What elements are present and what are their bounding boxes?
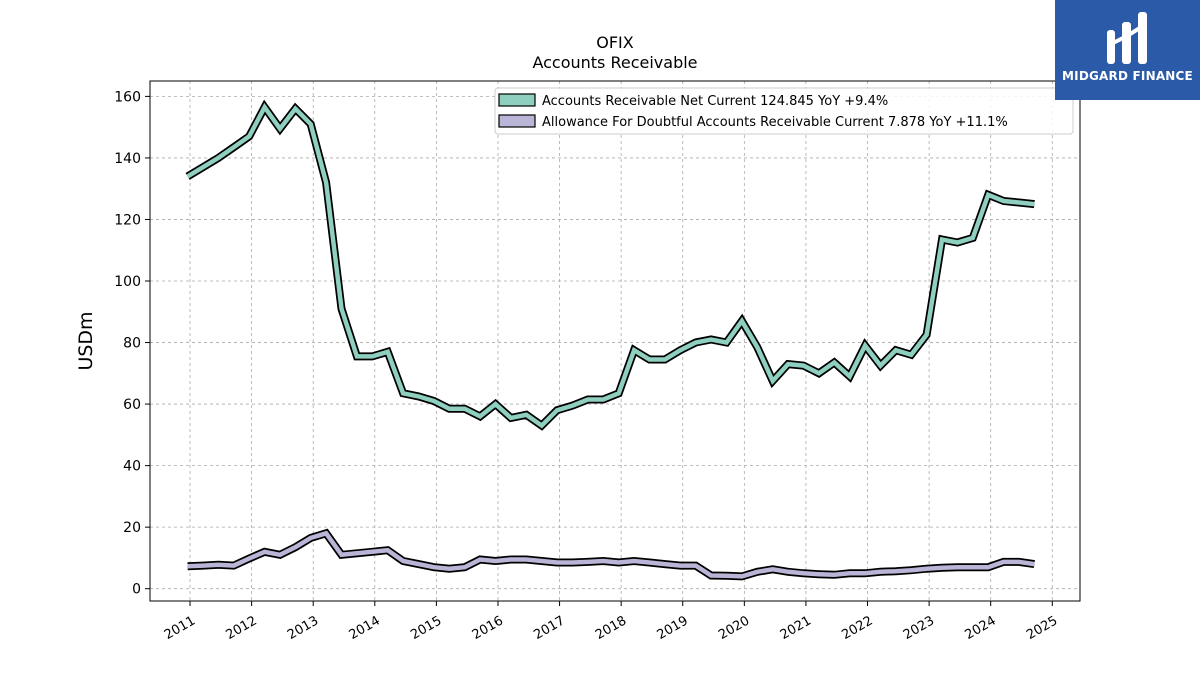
x-tick-label: 2013	[285, 613, 321, 643]
x-tick-label: 2020	[716, 613, 752, 643]
chart-subtitle: Accounts Receivable	[532, 53, 697, 72]
y-tick-label: 60	[123, 397, 141, 413]
plot-frame	[149, 80, 1081, 602]
x-tick-label: 2017	[531, 613, 567, 643]
x-axis: 2011 2012 2013 2014 2015 2016 2017 2018 2019 2020…	[162, 601, 1060, 643]
x-tick-label: 2014	[347, 613, 383, 643]
y-tick-label: 140	[114, 151, 141, 167]
x-tick-label: 2022	[839, 613, 875, 643]
legend-label-ar: Accounts Receivable Net Current 124.845 …	[542, 94, 888, 109]
legend-frame	[494, 87, 1074, 135]
series-group	[185, 99, 1035, 581]
series-line-0	[186, 102, 1035, 429]
x-tick-label: 2021	[778, 613, 814, 643]
x-tick-label: 2025	[1024, 613, 1060, 643]
y-tick-label: 0	[132, 582, 141, 598]
x-tick-label: 2016	[470, 613, 506, 643]
x-tick-label: 2012	[223, 613, 259, 643]
y-tick-label: 20	[123, 520, 141, 536]
grid	[150, 81, 1080, 601]
legend-swatch-ar	[498, 93, 536, 107]
y-tick-label: 160	[114, 89, 141, 105]
y-tick-label: 120	[114, 212, 141, 228]
legend-swatch-allowance	[498, 114, 536, 128]
brand-name: MIDGARD FINANCE	[1062, 69, 1193, 83]
x-tick-label: 2024	[963, 613, 999, 643]
y-tick-label: 40	[123, 459, 141, 475]
chart-title: OFIX	[596, 33, 634, 52]
brand-logo: MIDGARD FINANCE	[1055, 0, 1200, 100]
series-outline-0	[185, 99, 1035, 431]
x-tick-label: 2018	[593, 613, 629, 643]
y-axis: 0 20 40 60 80 100 120 140 160	[114, 89, 150, 598]
series-line-1	[187, 530, 1035, 579]
y-tick-label: 80	[123, 336, 141, 352]
legend-label-allowance: Allowance For Doubtful Accounts Receivab…	[542, 115, 1008, 130]
midgard-mark-icon	[1107, 12, 1147, 64]
x-tick-label: 2023	[901, 613, 937, 643]
x-tick-label: 2019	[655, 613, 691, 643]
y-tick-label: 100	[114, 274, 141, 290]
legend: Accounts Receivable Net Current 124.845 …	[494, 87, 1074, 135]
y-axis-label: USDm	[75, 311, 97, 370]
x-tick-label: 2015	[408, 613, 444, 643]
x-tick-label: 2011	[162, 613, 198, 643]
